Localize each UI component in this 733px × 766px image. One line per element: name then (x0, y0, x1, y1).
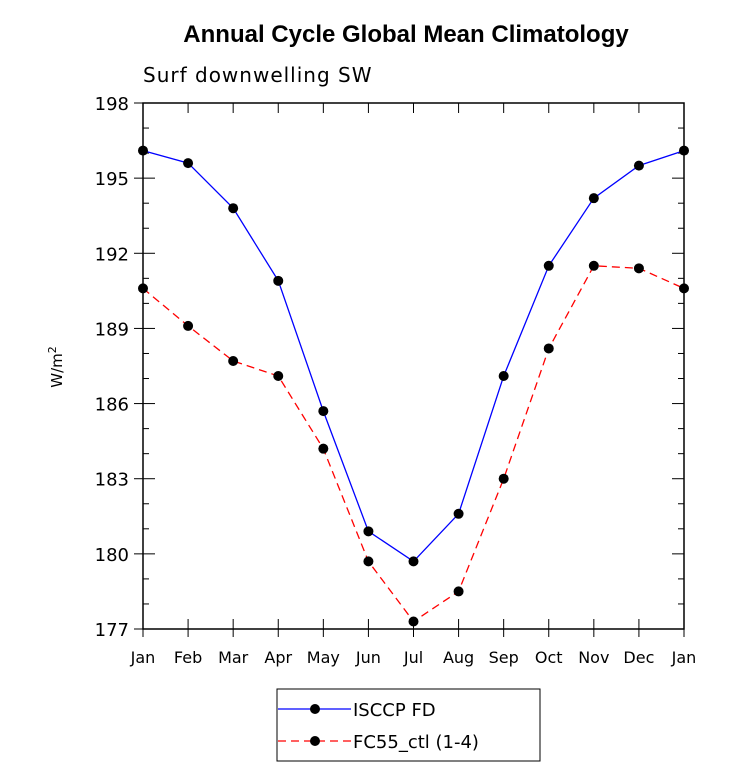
x-tick-label: Jul (403, 648, 423, 667)
legend-marker-fc55-ctl (310, 736, 320, 746)
plot-frame (142, 102, 685, 630)
x-tick-label: May (307, 648, 340, 667)
chart-title: Annual Cycle Global Mean Climatology (183, 21, 629, 48)
series-1-point (228, 355, 239, 366)
series-1-point (273, 371, 284, 382)
y-tick-label: 198 (95, 94, 129, 115)
y-tick-label: 183 (95, 470, 129, 491)
x-tick-label: Nov (578, 648, 609, 667)
series-0-point (543, 260, 554, 271)
y-tick-label: 195 (95, 169, 129, 190)
y-axis-label-text: W/m (48, 353, 66, 388)
x-tick-label: Jan (130, 648, 156, 667)
series-1-point (408, 616, 419, 627)
series-0-point (273, 275, 284, 286)
x-tick-label: Feb (174, 648, 202, 667)
svg-text:W/m2: W/m2 (46, 346, 66, 388)
series-0-point (453, 508, 464, 519)
legend-label-isccp-fd: ISCCP FD (353, 700, 436, 721)
series-1-point (453, 586, 464, 597)
chart-subtitle: Surf downwelling SW (143, 63, 373, 87)
series-0-point (498, 371, 509, 382)
series-1-point (363, 556, 374, 567)
series-1-point (183, 320, 194, 331)
series-0-point (679, 145, 689, 156)
x-tick-label: Jan (671, 648, 697, 667)
x-tick-label: Apr (264, 648, 292, 667)
series-0-point (138, 145, 148, 156)
series-0-point (318, 406, 329, 417)
y-tick-label: 177 (95, 620, 129, 641)
series-1-point (318, 443, 329, 454)
x-tick-label: Mar (218, 648, 249, 667)
y-tick-label: 192 (95, 244, 129, 265)
legend-marker-isccp-fd (310, 704, 320, 714)
series-0-point (408, 556, 419, 567)
y-axis-label: W/m2 (46, 346, 66, 388)
x-tick-label: Dec (623, 648, 654, 667)
legend-box (276, 688, 541, 762)
series-1-point (588, 260, 599, 271)
series-0-point (633, 160, 644, 171)
series-0-point (363, 526, 374, 537)
series-0-point (228, 203, 239, 214)
series-1-point (138, 283, 148, 294)
y-tick-label: 180 (95, 545, 129, 566)
x-tick-label: Jun (355, 648, 381, 667)
series-1-point (498, 473, 509, 484)
series-1-point (633, 263, 644, 274)
y-tick-label: 186 (95, 395, 129, 416)
legend-label-fc55-ctl: FC55_ctl (1-4) (353, 732, 479, 753)
y-axis-label-superscript: 2 (46, 346, 59, 353)
series-0-point (183, 158, 194, 169)
series-line-0 (142, 149, 685, 563)
axis-ticks (134, 102, 685, 637)
x-tick-label: Aug (443, 648, 474, 667)
series-layer (138, 145, 689, 627)
series-1-point (679, 283, 689, 294)
x-tick-label: Sep (489, 648, 519, 667)
series-0-point (588, 193, 599, 204)
y-tick-label: 189 (95, 319, 129, 340)
series-1-point (543, 343, 554, 354)
x-tick-label: Oct (535, 648, 563, 667)
series-line-1 (142, 265, 685, 623)
axis-tick-labels: Jan Feb Mar Apr May Jun Jul Aug Sep Oct Nov Dec Jan1… (95, 94, 697, 667)
legend: ISCCP FD FC55_ctl (1-4) (276, 688, 541, 762)
